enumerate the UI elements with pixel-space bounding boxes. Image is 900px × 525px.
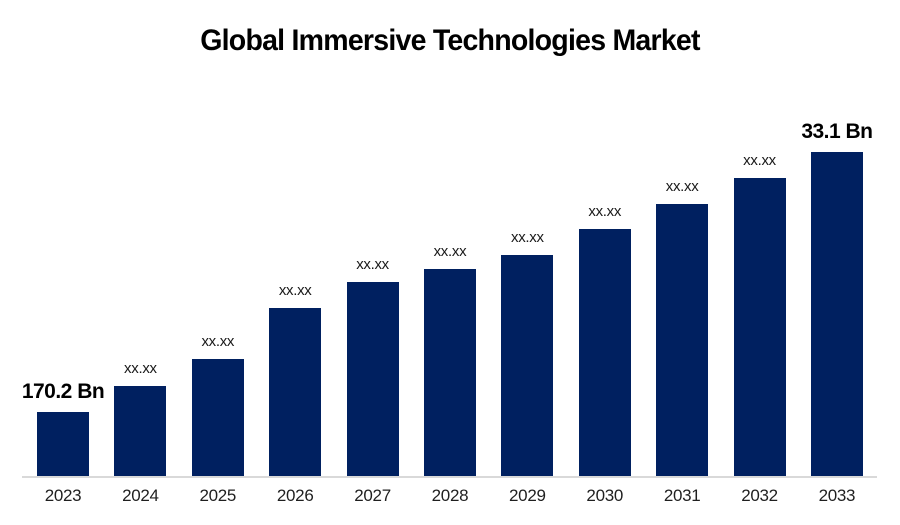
x-axis-tick-row: 2023 2024 2025 2026 2027 2028 2029 2030 2031 2032… xyxy=(37,486,863,506)
bar-value-label: xx.xx xyxy=(588,203,622,220)
bar-column: xx.xx xyxy=(191,333,244,476)
bar xyxy=(733,178,786,476)
bar xyxy=(346,282,399,476)
bar-column: xx.xx xyxy=(501,229,554,476)
bar-value-label: 170.2 Bn xyxy=(21,380,105,403)
x-axis-tick-label: 2032 xyxy=(741,486,778,505)
bar-value-label: xx.xx xyxy=(356,256,389,273)
x-axis-tick-label: 2030 xyxy=(586,486,624,505)
x-axis-tick-label: 2025 xyxy=(199,486,237,505)
x-axis-tick-label: 2033 xyxy=(818,486,856,505)
bar-column: xx.xx xyxy=(114,360,167,476)
bar-value-label: xx.xx xyxy=(124,360,157,377)
bar-value-label: xx.xx xyxy=(278,282,312,299)
bar xyxy=(269,308,322,476)
bar-value-label: 33.1 Bn xyxy=(801,120,873,143)
x-axis-tick-label: 2026 xyxy=(276,486,314,505)
bar-column: xx.xx xyxy=(269,282,322,476)
x-axis-tick-label: 2027 xyxy=(354,486,391,505)
x-axis-tick-label: 2023 xyxy=(44,486,82,505)
x-axis-tick-label: 2031 xyxy=(663,486,701,505)
x-axis-baseline xyxy=(22,476,877,478)
x-axis-tick-label: 2024 xyxy=(122,486,159,505)
bar xyxy=(423,269,476,476)
bar-value-label: xx.xx xyxy=(201,333,235,350)
bar xyxy=(37,412,89,476)
bar-value-label: xx.xx xyxy=(665,178,699,195)
bars-row: 170.2 Bn xx.xx xx.xx xx.xx xx.xx xx.xx xx.xx xx… xyxy=(22,0,873,476)
bar xyxy=(656,204,709,476)
bar-value-label: xx.xx xyxy=(433,243,467,260)
bar xyxy=(810,152,863,476)
chart-title: Global Immersive Technologies Market xyxy=(200,24,700,57)
bar-value-label: xx.xx xyxy=(511,229,544,246)
bar xyxy=(578,229,631,476)
bar-column: 170.2 Bn xyxy=(22,380,105,476)
x-axis-tick-label: 2029 xyxy=(509,486,546,505)
bar-column: xx.xx xyxy=(656,178,709,476)
bar xyxy=(501,255,554,476)
bar-column: xx.xx xyxy=(578,203,631,476)
x-axis-tick-label: 2028 xyxy=(431,486,469,505)
bar-column: xx.xx xyxy=(733,152,786,476)
bar-column: xx.xx xyxy=(423,243,476,476)
bar xyxy=(191,359,244,476)
bar-column: 33.1 Bn xyxy=(801,120,873,476)
bar-column: xx.xx xyxy=(346,256,399,476)
bar-value-label: xx.xx xyxy=(743,152,776,169)
bar xyxy=(114,386,167,476)
